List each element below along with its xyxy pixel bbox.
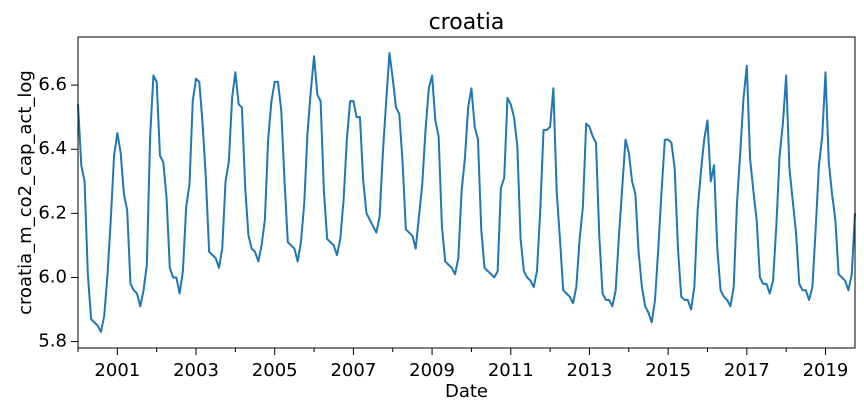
x-tick-label: 2019	[803, 360, 849, 381]
axes-frame	[77, 36, 856, 349]
series-line-1	[77, 52, 856, 333]
plot-area	[77, 52, 856, 333]
y-axis-label: croatia_m_co2_cap_act_log	[15, 70, 36, 315]
x-tick-label: 2009	[409, 360, 455, 381]
x-tick-label: 2005	[252, 360, 298, 381]
y-tick-label: 6.2	[38, 202, 67, 223]
x-tick-label: 2011	[488, 360, 534, 381]
x-axis-label: Date	[445, 381, 488, 402]
x-tick-label: 2017	[724, 360, 770, 381]
x-tick-label: 2003	[173, 360, 219, 381]
y-tick-label: 6.0	[38, 266, 67, 287]
x-tick-label: 2013	[567, 360, 613, 381]
x-tick-label: 2007	[330, 360, 376, 381]
y-axis: 5.8 6.0 6.2 6.4 6.6	[38, 74, 78, 352]
x-tick-label: 2015	[645, 360, 691, 381]
y-tick-label: 5.8	[38, 331, 67, 352]
chart-title: croatia	[429, 10, 505, 35]
x-tick-label: 2001	[94, 360, 140, 381]
y-tick-label: 6.4	[38, 138, 67, 159]
y-tick-label: 6.6	[38, 74, 67, 95]
x-axis: 2001 2003 2005 2007 2009 2011 2013 2015 2017 2019	[77, 348, 849, 381]
